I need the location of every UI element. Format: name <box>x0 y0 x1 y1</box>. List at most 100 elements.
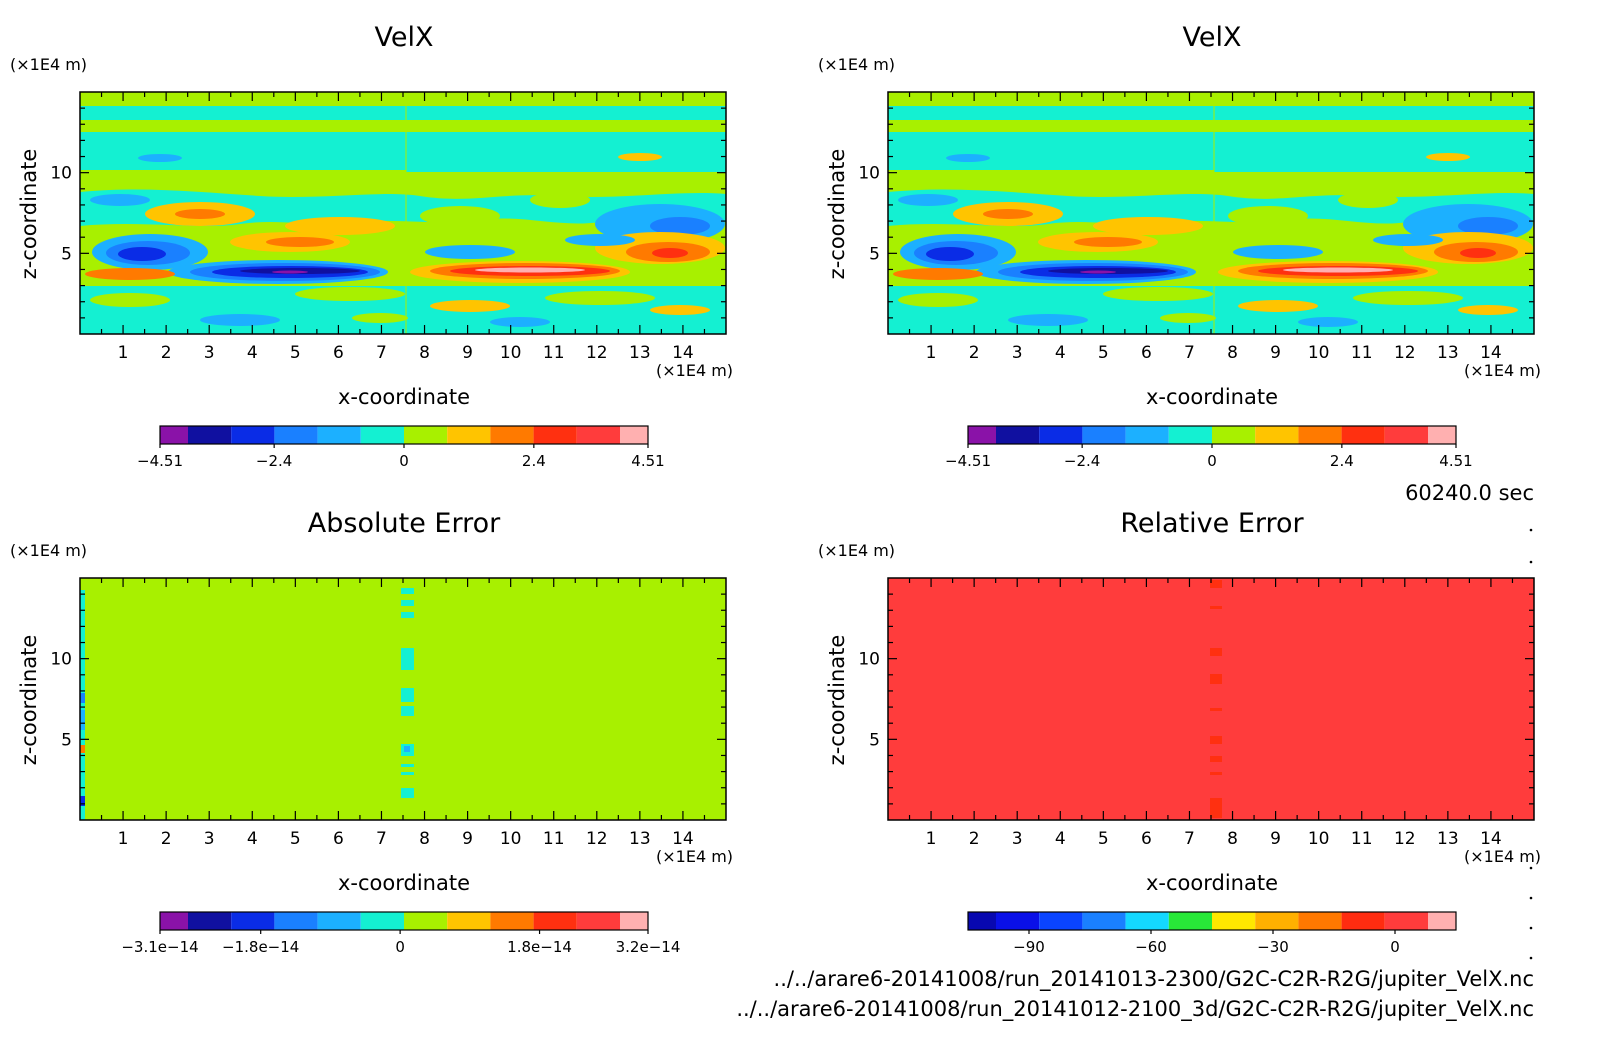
x-tick-label: 14 <box>1480 829 1502 849</box>
colorbar-swatch <box>447 912 491 930</box>
colorbar-swatch <box>1384 912 1428 930</box>
relative-error-panel: Relative Error (×1E4 m) 1 2 3 4 5 6 7 8 9 10 11 12 1… <box>818 508 1541 956</box>
colorbar-swatch <box>620 912 648 930</box>
x-tick-label: 13 <box>629 829 651 849</box>
x-tick-label: 10 <box>1308 829 1330 849</box>
heatmap-field <box>80 578 726 820</box>
colorbar-tick-label: −60 <box>1135 938 1167 956</box>
x-unit-label: (×1E4 m) <box>1464 847 1541 866</box>
colorbar-swatch <box>404 912 448 930</box>
colorbar-swatch <box>1255 426 1299 444</box>
x-tick-label: 2 <box>969 829 980 849</box>
x-tick-label: 12 <box>586 343 608 363</box>
x-tick-label: 2 <box>969 343 980 363</box>
colorbar-tick-label: 4.51 <box>631 452 664 470</box>
colorbar-swatch <box>996 426 1040 444</box>
colorbar-swatch <box>1298 426 1342 444</box>
x-tick-label: 9 <box>1270 343 1281 363</box>
y-tick-label: 10 <box>50 650 72 670</box>
colorbar-swatch <box>1082 912 1126 930</box>
x-tick-label: 12 <box>586 829 608 849</box>
x-tick-label: 11 <box>543 343 565 363</box>
x-tick-label: 13 <box>1437 829 1459 849</box>
x-tick-label: 11 <box>1351 829 1373 849</box>
x-tick-label: 11 <box>543 829 565 849</box>
y-tick-label: 10 <box>50 164 72 184</box>
x-tick-label: 8 <box>419 343 430 363</box>
colorbar-swatch <box>968 426 996 444</box>
colorbar-tick-label: −3.1e−14 <box>121 938 198 956</box>
colorbar-tick-label: −4.51 <box>945 452 991 470</box>
x-tick-label: 12 <box>1394 829 1416 849</box>
colorbar: −3.1e−14 −1.8e−14 0 1.8e−14 3.2e−14 <box>121 911 680 956</box>
colorbar-swatch <box>1384 426 1428 444</box>
x-tick-label: 13 <box>629 343 651 363</box>
colorbar-swatch <box>1082 426 1126 444</box>
x-tick-label: 8 <box>1227 343 1238 363</box>
colorbar-tick-label: 4.51 <box>1439 452 1472 470</box>
decorative-dots <box>1529 528 1533 960</box>
colorbar-swatch <box>1212 912 1256 930</box>
heatmap-field <box>888 578 1534 820</box>
x-unit-label: (×1E4 m) <box>1464 361 1541 380</box>
colorbar-swatch <box>1341 426 1385 444</box>
y-axis-label: z-coordinate <box>825 635 849 766</box>
colorbar-tick-label: 2.4 <box>522 452 546 470</box>
colorbar-swatch <box>996 912 1040 930</box>
colorbar-swatch <box>1039 912 1083 930</box>
x-tick-label: 1 <box>926 829 937 849</box>
x-tick-label: 3 <box>1012 829 1023 849</box>
x-tick-label: 2 <box>161 829 172 849</box>
colorbar-swatch <box>1428 426 1456 444</box>
y-unit-label: (×1E4 m) <box>818 541 895 560</box>
x-tick-label: 7 <box>1184 829 1195 849</box>
x-tick-label: 1 <box>118 829 129 849</box>
velx-panel-right: VelX (×1E4 m) <box>818 22 1541 470</box>
colorbar-swatch <box>490 426 534 444</box>
colorbar-swatch <box>188 426 232 444</box>
x-tick-label: 11 <box>1351 343 1373 363</box>
colorbar-tick-label: 0 <box>395 938 405 956</box>
x-tick-label: 7 <box>1184 343 1195 363</box>
y-unit-label: (×1E4 m) <box>10 541 87 560</box>
x-tick-label: 5 <box>290 829 301 849</box>
colorbar-swatch <box>620 426 648 444</box>
colorbar: −90 −60 −30 0 <box>967 911 1457 956</box>
colorbar-tick-label: −1.8e−14 <box>222 938 299 956</box>
colorbar-tick-label: −2.4 <box>256 452 292 470</box>
colorbar-swatch <box>533 426 577 444</box>
x-unit-label: (×1E4 m) <box>656 361 733 380</box>
colorbar-tick-label: −90 <box>1013 938 1045 956</box>
colorbar-swatch <box>231 426 275 444</box>
x-tick-label: 9 <box>1270 829 1281 849</box>
colorbar-tick-label: −2.4 <box>1064 452 1100 470</box>
colorbar-swatch <box>533 912 577 930</box>
x-tick-label: 14 <box>672 829 694 849</box>
heatmap-field <box>888 92 1534 334</box>
x-tick-label: 14 <box>1480 343 1502 363</box>
x-tick-label: 5 <box>290 343 301 363</box>
y-tick-label: 10 <box>858 164 880 184</box>
colorbar-swatch <box>274 912 318 930</box>
colorbar-swatch <box>1039 426 1083 444</box>
colorbar-swatch <box>1255 912 1299 930</box>
colorbar-tick-label: 0 <box>399 452 409 470</box>
colorbar-tick-label: 2.4 <box>1330 452 1354 470</box>
colorbar-swatch <box>360 912 404 930</box>
y-axis-label: z-coordinate <box>17 149 41 280</box>
colorbar-swatch <box>576 426 620 444</box>
y-unit-label: (×1E4 m) <box>818 55 895 74</box>
x-tick-label: 3 <box>204 829 215 849</box>
x-tick-label: 1 <box>926 343 937 363</box>
x-tick-label: 7 <box>376 343 387 363</box>
x-tick-label: 4 <box>247 829 258 849</box>
x-tick-label: 6 <box>333 343 344 363</box>
x-tick-label: 4 <box>1055 829 1066 849</box>
colorbar-swatch <box>447 426 491 444</box>
heatmap-field <box>80 92 726 334</box>
panel-title: Absolute Error <box>308 508 501 539</box>
y-tick-label: 5 <box>61 730 72 750</box>
panel-title: VelX <box>1183 22 1242 53</box>
colorbar-frame <box>159 911 649 931</box>
